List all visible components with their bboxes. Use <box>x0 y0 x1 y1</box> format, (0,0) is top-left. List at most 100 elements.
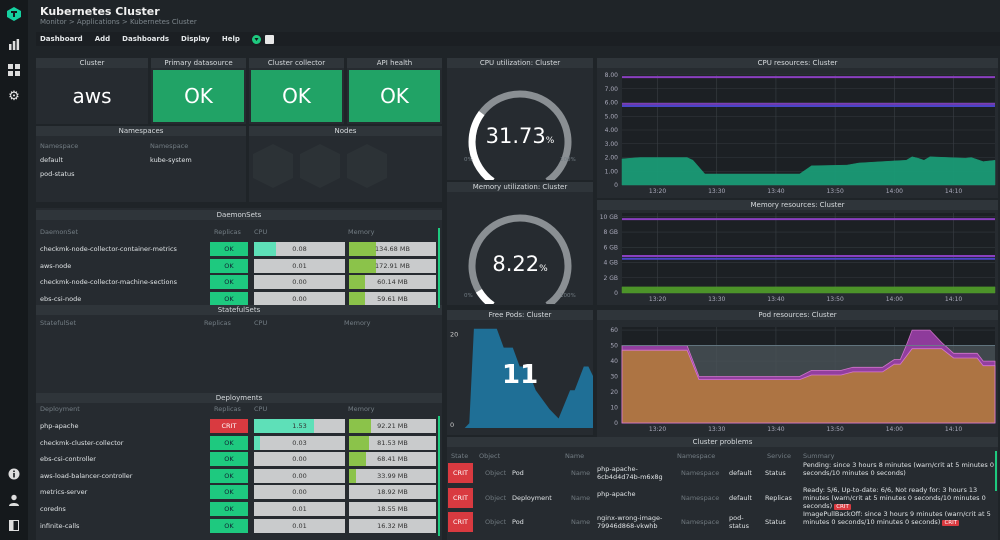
name-label: Name <box>571 493 591 502</box>
series-area-1 <box>621 348 996 424</box>
x-tick-label: 13:30 <box>708 426 725 433</box>
daemonsets-col-header: DaemonSet <box>40 228 79 236</box>
namespace-link[interactable]: kube-system <box>150 156 192 164</box>
cpu-value: 0.01 <box>292 505 307 513</box>
namespace-link[interactable]: default <box>40 156 63 164</box>
replicas-badge[interactable]: OK <box>210 242 248 256</box>
deployments-row-name[interactable]: aws-load-balancer-controller <box>40 471 133 480</box>
service-value[interactable]: Status <box>765 469 786 477</box>
info-icon[interactable] <box>6 466 22 482</box>
state-badge[interactable]: CRIT <box>448 512 473 532</box>
daemonsets-row-name[interactable]: aws-node <box>40 261 72 270</box>
menu-dashboard[interactable]: Dashboard <box>40 35 83 43</box>
menu-add[interactable]: Add <box>94 35 111 43</box>
deployments-row-name[interactable]: ebs-csi-controller <box>40 455 96 464</box>
gear-icon[interactable]: ⚙ <box>8 88 20 104</box>
series-area-0 <box>621 156 996 186</box>
namespace-value: default <box>729 469 752 477</box>
cpu-value: 0.00 <box>292 471 307 480</box>
y-tick-label: 8.00 <box>605 72 619 79</box>
node-hexagon[interactable] <box>347 144 387 188</box>
menu-help[interactable]: Help <box>221 35 240 43</box>
namespace-link[interactable]: pod-status <box>40 170 75 178</box>
deployments-row-name[interactable]: coredns <box>40 505 66 513</box>
menu-dashboards[interactable]: Dashboards <box>122 35 170 43</box>
user-icon[interactable] <box>6 492 22 508</box>
replicas-badge[interactable]: OK <box>210 291 248 306</box>
sidebar-toggle-icon[interactable] <box>6 517 22 533</box>
tile-value[interactable]: aws <box>72 84 112 108</box>
replicas-badge[interactable]: OK <box>210 258 248 273</box>
tile-value[interactable]: OK <box>349 70 440 122</box>
y-tick-label: 8 GB <box>604 229 619 236</box>
namespaces-panel-title: Namespaces <box>36 126 246 136</box>
statefulsets-title: StatefulSets <box>36 305 442 315</box>
state-badge[interactable]: CRIT <box>448 463 473 483</box>
namespace-label: Namespace <box>681 518 720 526</box>
replicas-badge[interactable]: OK <box>210 452 248 467</box>
x-tick-label: 13:50 <box>826 426 843 433</box>
y-tick-label: 2.00 <box>605 155 619 162</box>
deployments-col-header: Deployment <box>40 405 80 413</box>
scrollbar[interactable] <box>438 228 440 308</box>
memory-bar: 172.91 MB <box>349 258 436 273</box>
deployments-col-header: Replicas <box>214 405 241 413</box>
namespace-label: Namespace <box>681 469 720 477</box>
deployments-row-name[interactable]: checkmk-cluster-collector <box>40 438 124 447</box>
replicas-badge[interactable]: OK <box>210 502 248 516</box>
menu-display[interactable]: Display <box>181 35 210 43</box>
cpu-bar: 0.01 <box>254 258 345 273</box>
object-value: Pod <box>512 518 524 526</box>
y-tick-label: 0 <box>614 182 618 189</box>
scrollbar[interactable] <box>438 416 440 536</box>
node-hexagon[interactable] <box>300 144 340 188</box>
service-value[interactable]: Status <box>765 518 786 526</box>
free-pods-panel: Free Pods: Cluster 20 0 11 <box>447 310 593 435</box>
replicas-badge[interactable]: OK <box>210 518 248 533</box>
grid-icon[interactable] <box>6 62 22 78</box>
replicas-badge[interactable]: OK <box>210 435 248 450</box>
memory-bar: 92.21 MB <box>349 419 436 433</box>
daemonsets-row-name[interactable]: checkmk-node-collector-container-metrics <box>40 245 177 253</box>
memory-value: 60.14 MB <box>377 278 408 287</box>
tile-value[interactable]: OK <box>153 70 244 122</box>
chart-2: Pod resources: Cluster 0 10 20 30 40 50 60 13:20… <box>597 310 998 437</box>
deployments-row-name[interactable]: php-apache <box>40 422 79 430</box>
y-tick-label: 40 <box>610 358 618 365</box>
daemonsets-row-name[interactable]: ebs-csi-node <box>40 294 82 303</box>
daemonsets-row-name[interactable]: checkmk-node-collector-machine-sections <box>40 278 177 287</box>
name-value[interactable]: php-apache <box>597 489 636 498</box>
checkmk-logo-icon[interactable] <box>6 6 22 22</box>
deployments-row-name[interactable]: infinite-calls <box>40 521 80 530</box>
service-value[interactable]: Replicas <box>765 493 792 502</box>
deployments-row-name[interactable]: metrics-server <box>40 488 88 497</box>
daemonsets-title: DaemonSets <box>36 210 442 220</box>
gauge-value: 8.22% <box>447 252 593 276</box>
replicas-badge[interactable]: OK <box>210 468 248 483</box>
monitor-icon[interactable] <box>6 36 22 52</box>
x-tick-label: 14:10 <box>945 426 962 433</box>
replicas-badge[interactable]: OK <box>210 485 248 500</box>
cpu-value: 0.00 <box>292 294 307 303</box>
scrollbar[interactable] <box>995 451 997 491</box>
statefulsets-col-header: CPU <box>254 319 268 327</box>
summary-text: Pending: since 3 hours 8 minutes (warn/c… <box>803 461 994 477</box>
breadcrumb[interactable]: Monitor > Applications > Kubernetes Clus… <box>40 18 197 26</box>
state-badge[interactable]: CRIT <box>448 487 473 508</box>
x-tick-label: 14:00 <box>886 296 903 303</box>
name-value[interactable]: php-apache-6cb4d4d74b-m6x8g <box>597 465 663 481</box>
replicas-badge[interactable]: OK <box>210 275 248 290</box>
cpu-bar: 0.00 <box>254 485 345 500</box>
y-tick-label: 20 <box>610 389 618 396</box>
object-label: Object <box>485 493 507 502</box>
node-hexagon[interactable] <box>253 144 293 188</box>
edit-icon[interactable] <box>264 34 274 44</box>
memory-value: 92.21 MB <box>377 422 408 430</box>
name-value[interactable]: nginx-wrong-image-79946d868-vkwhb <box>597 514 663 530</box>
tile-value[interactable]: OK <box>251 70 342 122</box>
y-tick-label: 7.00 <box>605 86 619 93</box>
memory-bar: 59.61 MB <box>349 291 436 306</box>
replicas-badge[interactable]: CRIT <box>210 419 248 433</box>
x-tick-label: 13:50 <box>826 188 843 195</box>
filter-icon[interactable] <box>251 34 261 44</box>
